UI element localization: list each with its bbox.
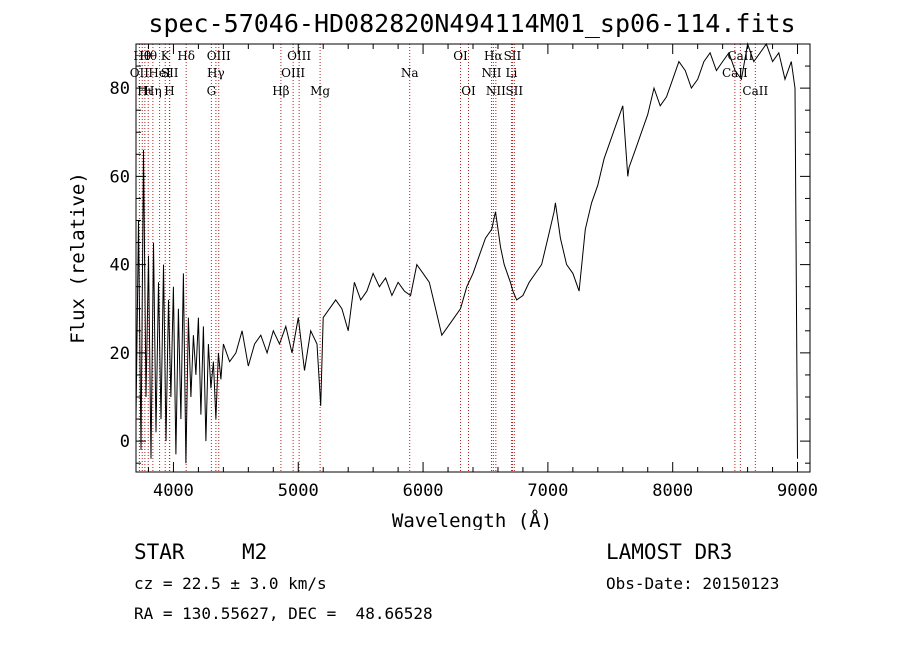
spectral-line-label: Na <box>401 66 419 80</box>
y-tick-label: 80 <box>110 79 130 99</box>
x-tick-label: 6000 <box>403 481 444 501</box>
spectral-line-label: OIII <box>207 49 231 63</box>
plot-frame <box>135 43 811 473</box>
spectral-line-label: OIII <box>287 49 311 63</box>
object-subclass: M2 <box>242 540 268 564</box>
spectral-line-markers <box>138 44 756 472</box>
coordinates: RA = 130.55627, DEC = 48.66528 <box>134 604 433 623</box>
spectral-line-label: SII <box>504 49 522 63</box>
x-axis-ticks: 4000 5000 6000 7000 8000 9000 <box>147 44 818 501</box>
spectral-line-label: Hα <box>484 49 503 63</box>
observation-date: Obs-Date: 20150123 <box>606 574 780 593</box>
spectral-line-label: Hγ <box>207 66 225 80</box>
spectral-line-label: HeI <box>148 66 171 80</box>
object-class: STAR <box>134 540 185 564</box>
spectral-line-label: OIII <box>281 66 305 80</box>
redshift-velocity: cz = 22.5 ± 3.0 km/s <box>134 574 327 593</box>
spectral-line-label: Hδ <box>177 49 195 63</box>
y-tick-label: 40 <box>110 256 130 276</box>
spectral-line-label: Hθ <box>139 49 157 63</box>
spectral-line-label: CaII <box>727 49 753 63</box>
x-tick-label: 5000 <box>278 481 319 501</box>
spectral-line-labels: OII Hθ Hι Hθ Hη HeI K H SII Hδ G Hγ OIII Hβ OIII OIII Mg… <box>130 49 769 98</box>
x-tick-label: 7000 <box>527 481 568 501</box>
x-tick-label: 4000 <box>153 481 194 501</box>
y-tick-label: 0 <box>120 432 130 452</box>
survey-name: LAMOST DR3 <box>606 540 733 564</box>
spectral-line-label: Hθ <box>133 49 151 63</box>
spectral-line-label: H <box>164 84 174 98</box>
x-tick-label: 9000 <box>777 481 818 501</box>
spectral-line-label: K <box>161 49 171 63</box>
spectral-line-label: OI <box>461 84 476 98</box>
y-axis-ticks: 0 20 40 60 80 <box>110 65 810 464</box>
spectrum-chart: spec-57046-HD082820N494114M01_sp06-114.f… <box>67 9 818 530</box>
spectral-line-label: Mg <box>310 84 330 98</box>
spectral-line-label: NII <box>481 66 501 80</box>
spectral-line-label: G <box>207 84 217 98</box>
y-tick-label: 60 <box>110 167 130 187</box>
spectral-line-label: Hι <box>137 84 152 98</box>
spectral-line-label: Li <box>506 66 518 80</box>
spectral-line-label: OI <box>453 49 468 63</box>
spectral-line-label: Hβ <box>272 84 289 98</box>
x-axis-label: Wavelength (Å) <box>392 509 552 530</box>
spectral-line-label: CaII <box>722 66 748 80</box>
spectral-line-label: NII <box>486 84 506 98</box>
spectral-line-label: Hη <box>144 84 162 98</box>
x-tick-label: 8000 <box>652 481 693 501</box>
spectral-line-label: OII <box>130 66 150 80</box>
chart-title: spec-57046-HD082820N494114M01_sp06-114.f… <box>148 9 795 38</box>
spectrum-line <box>135 42 798 464</box>
spectral-line-label: SII <box>505 84 523 98</box>
y-axis-label: Flux (relative) <box>67 172 89 344</box>
spectral-line-label: CaII <box>742 84 768 98</box>
spectral-line-label: SII <box>161 66 179 80</box>
y-tick-label: 20 <box>110 344 130 364</box>
